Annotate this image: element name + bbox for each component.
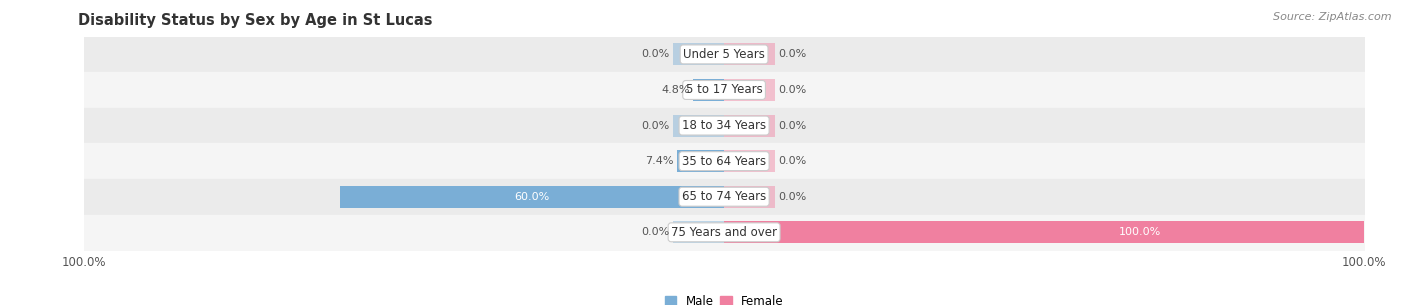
Bar [673, 43, 724, 66]
Bar [673, 115, 724, 137]
Text: 60.0%: 60.0% [515, 192, 550, 202]
Bar [673, 221, 724, 243]
Bar [724, 186, 775, 208]
Text: 75 Years and over: 75 Years and over [671, 226, 778, 239]
Text: 7.4%: 7.4% [645, 156, 673, 166]
Bar [724, 221, 1364, 243]
Text: 0.0%: 0.0% [641, 227, 669, 237]
Text: 0.0%: 0.0% [779, 49, 807, 59]
Text: 0.0%: 0.0% [779, 85, 807, 95]
Text: 5 to 17 Years: 5 to 17 Years [686, 84, 762, 96]
Bar [676, 150, 724, 172]
Text: 0.0%: 0.0% [779, 192, 807, 202]
Text: 100.0%: 100.0% [1119, 227, 1161, 237]
Text: Under 5 Years: Under 5 Years [683, 48, 765, 61]
Text: 0.0%: 0.0% [779, 156, 807, 166]
Text: 0.0%: 0.0% [779, 120, 807, 131]
Legend: Male, Female: Male, Female [659, 290, 789, 305]
Text: Disability Status by Sex by Age in St Lucas: Disability Status by Sex by Age in St Lu… [77, 13, 433, 28]
Bar [724, 43, 775, 66]
Bar [724, 150, 775, 172]
Text: 18 to 34 Years: 18 to 34 Years [682, 119, 766, 132]
Text: 4.8%: 4.8% [662, 85, 690, 95]
Text: Source: ZipAtlas.com: Source: ZipAtlas.com [1274, 12, 1392, 22]
Bar [724, 115, 775, 137]
Text: 0.0%: 0.0% [641, 120, 669, 131]
Bar [724, 79, 775, 101]
Text: 35 to 64 Years: 35 to 64 Years [682, 155, 766, 168]
Text: 0.0%: 0.0% [641, 49, 669, 59]
Bar [693, 79, 724, 101]
Bar [340, 186, 724, 208]
Text: 65 to 74 Years: 65 to 74 Years [682, 190, 766, 203]
